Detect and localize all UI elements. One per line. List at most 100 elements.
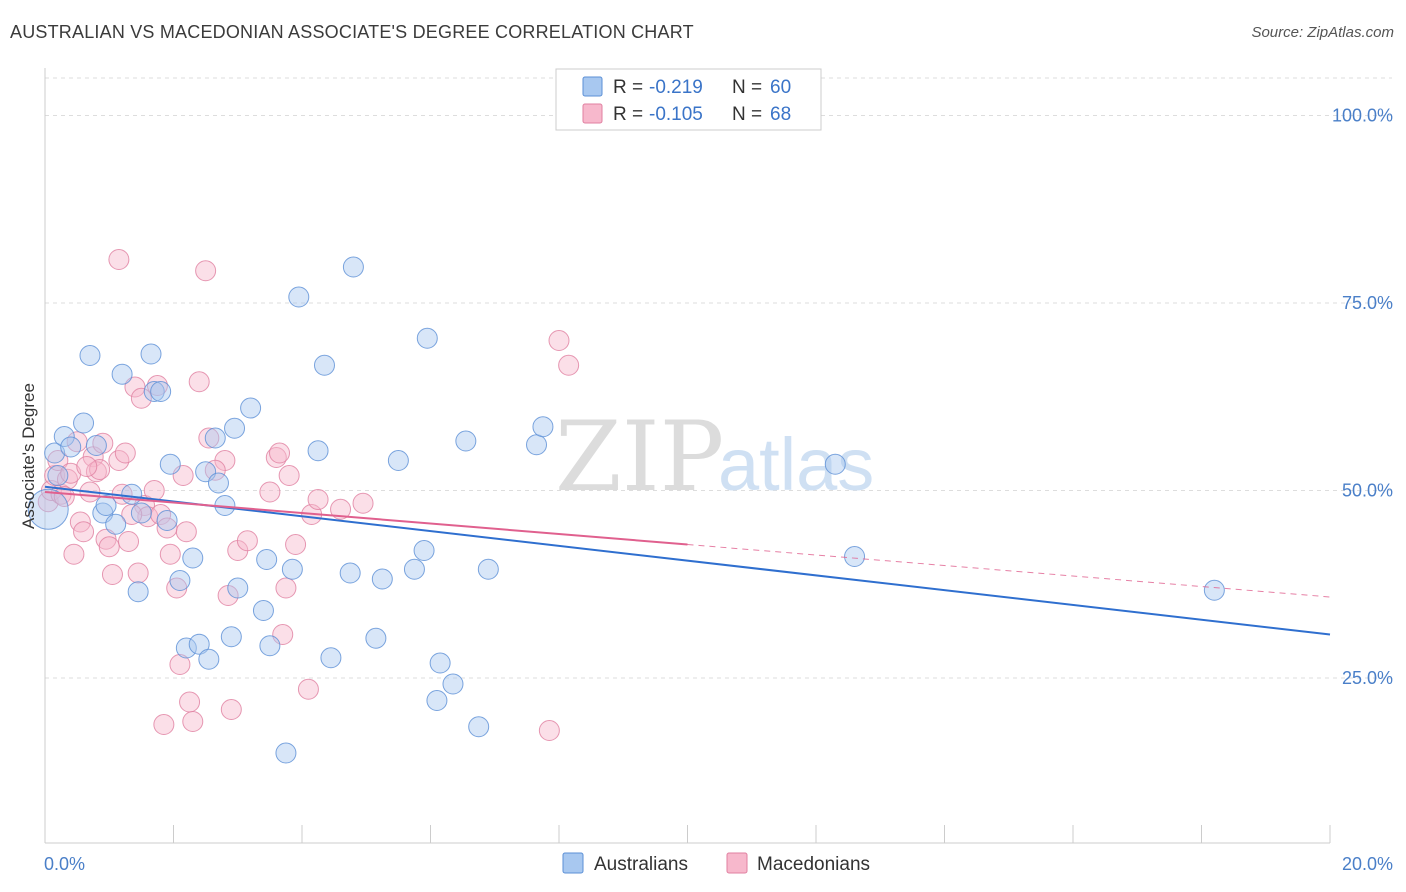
trend-lines [44,485,1331,636]
australian-point-33 [252,600,274,621]
macedonian-point-53 [297,678,319,700]
y-tick-label-0: 25.0% [1342,668,1393,688]
y-tick-label-3: 100.0% [1332,106,1393,126]
australian-point-14 [130,502,152,524]
x-tick-label-0: 0.0% [44,854,85,874]
y-tick-label-2: 75.0% [1342,293,1393,313]
macedonian-point-59 [548,330,570,351]
australian-point-48 [413,540,435,561]
australian-point-42 [339,562,361,584]
legend-pink-n-label: N = [732,104,762,125]
australian-point-0 [27,488,69,530]
australian-point-27 [207,472,229,494]
macedonian-point-50 [275,577,297,599]
legend-blue-r-value: -0.219 [649,77,703,98]
australian-point-52 [442,673,464,695]
australian-point-9 [95,495,117,516]
australian-point-20 [169,570,191,591]
macedonian-point-46 [259,481,281,503]
australian-point-6 [79,345,101,366]
macedonian-point-21 [118,531,140,552]
australian-point-47 [403,558,425,580]
australian-point-26 [204,427,226,449]
australian-point-25 [198,648,220,670]
macedonian-point-52 [285,534,307,555]
legend-macedonians-label: Macedonians [757,854,870,875]
legend-pink-n-value: 68 [770,104,791,125]
australian-point-2 [47,465,69,486]
australian-point-50 [426,690,448,711]
macedonian-point-43 [220,699,242,720]
watermark-atlas: atlas [718,423,874,506]
macedonian-point-58 [538,720,560,741]
y-tick-labels: 25.0% 50.0% 75.0% 100.0% [1332,106,1393,689]
australian-point-60 [1203,579,1225,601]
australian-point-10 [105,513,127,535]
macedonian-point-55 [307,489,329,510]
macedonian-point-57 [352,492,374,514]
australian-point-49 [416,327,438,349]
australian-point-39 [307,440,329,462]
macedonian-point-20 [114,442,136,464]
australian-point-4 [60,436,82,458]
macedonian-point-39 [195,260,217,282]
australian-point-58 [824,453,846,475]
australian-point-13 [127,581,149,603]
macedonian-point-48 [269,442,291,464]
legend-blue-n-value: 60 [770,77,791,98]
macedonian-point-40 [198,427,220,449]
legend-macedonians-swatch [726,852,748,874]
australian-point-22 [182,547,204,569]
australian-point-29 [220,626,242,648]
australian-point-23 [188,633,210,655]
macedonian-point-37 [182,711,204,732]
macedonian-point-29 [150,504,172,525]
macedonian-point-63 [53,486,75,507]
macedonian-point-12 [85,461,107,483]
australian-point-57 [532,416,554,438]
australian-point-21 [175,637,197,659]
macedonian-point-33 [169,654,191,675]
australian-point-46 [387,450,409,471]
macedonian-point-31 [159,543,181,565]
australian-point-15 [140,343,162,365]
australian-point-16 [143,381,165,402]
australian-point-44 [365,627,387,649]
australian-point-35 [259,635,281,657]
australian-point-43 [342,256,364,278]
australian-point-7 [85,435,107,456]
macedonian-point-13 [89,459,111,480]
australian-point-30 [224,417,246,439]
australian-point-38 [288,286,310,308]
chart-title: AUSTRALIAN VS MACEDONIAN ASSOCIATE'S DEG… [10,22,694,42]
australian-point-59 [844,546,866,567]
x-tick-labels: 0.0% 20.0% [44,854,1393,874]
legend-blue-n-label: N = [732,77,762,98]
macedonian-point-38 [188,371,210,393]
legend-blue-r-label: R = [613,77,643,98]
macedonian-point-16 [98,536,120,558]
x-tick-label-1: 20.0% [1342,854,1393,874]
australian-point-40 [313,354,335,376]
australian-point-45 [371,568,393,590]
macedonian-point-64 [63,543,85,565]
legend-australians-label: Australians [594,854,688,875]
australian-point-56 [526,434,548,456]
macedonian-point-62 [153,714,175,735]
macedonians-trend-line [44,491,688,546]
australian-point-36 [281,558,303,580]
macedonian-point-17 [101,564,123,585]
australian-point-12 [121,483,143,505]
australian-point-5 [73,412,95,434]
australian-point-53 [455,430,477,452]
legend-blue-swatch [582,76,603,97]
macedonian-point-56 [330,498,352,520]
australian-point-54 [468,716,490,738]
macedonian-point-61 [108,249,130,270]
legend-pink-swatch [582,103,603,124]
macedonian-point-6 [60,462,82,484]
australian-point-31 [227,577,249,599]
macedonian-point-35 [175,521,197,543]
australian-point-18 [156,510,178,531]
